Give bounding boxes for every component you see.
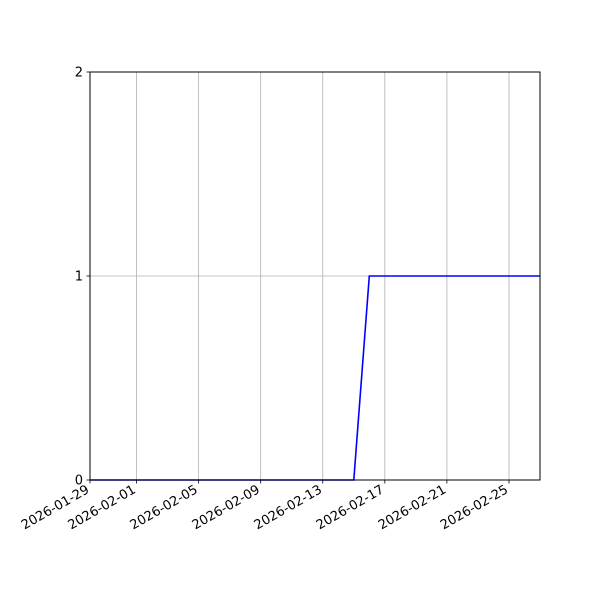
x-axis: 2026-01-292026-02-012026-02-052026-02-09… (19, 480, 511, 533)
series-line (90, 275, 540, 481)
y-tick-label: 2 (75, 66, 83, 81)
y-axis: 0 1 2 (75, 66, 90, 489)
x-tick-label: 2026-02-21 (376, 482, 449, 533)
x-tick-label: 2026-02-09 (190, 482, 263, 533)
y-tick-label: 1 (75, 270, 83, 285)
series-layer (90, 275, 540, 481)
y-tick-label: 0 (75, 474, 83, 489)
x-tick-label: 2026-02-17 (314, 482, 387, 533)
x-tick-label: 2026-02-25 (438, 482, 511, 533)
x-tick-label: 2026-02-13 (252, 482, 325, 533)
x-tick-label: 2026-02-05 (128, 482, 201, 533)
